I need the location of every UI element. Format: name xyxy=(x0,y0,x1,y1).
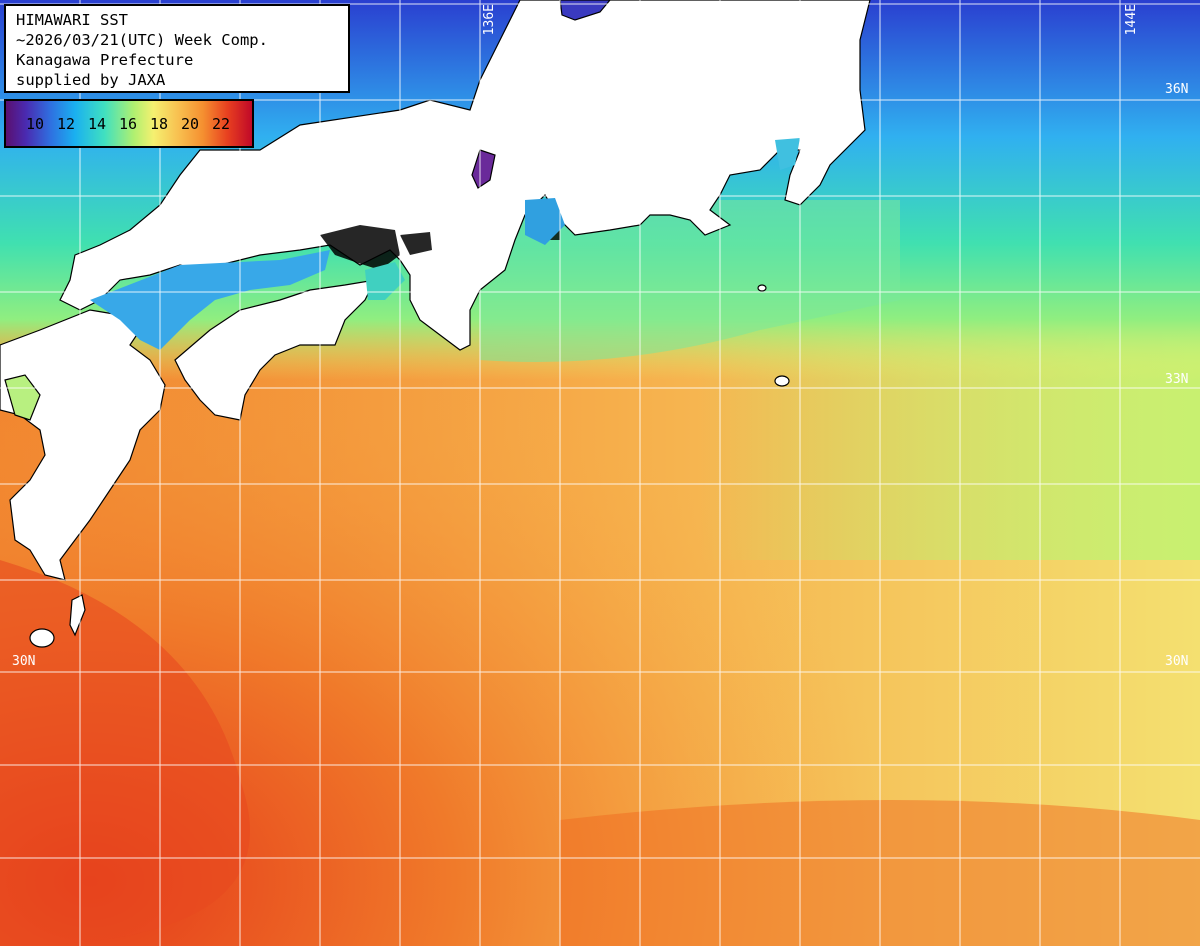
seto-inland-sea xyxy=(90,250,330,350)
legend-label-14: 14 xyxy=(88,115,107,133)
lat-label-30n-left: 30N xyxy=(12,654,36,669)
land-izu-1 xyxy=(757,284,767,292)
title-line-4: supplied by JAXA xyxy=(16,71,166,89)
ise-bay xyxy=(525,198,565,245)
lat-label-36n: 36N xyxy=(1165,82,1189,97)
legend-label-20: 20 xyxy=(181,115,200,133)
inland-sea-dark-2 xyxy=(400,232,432,255)
legend-label-16: 16 xyxy=(119,115,138,133)
lon-label-136e: 136E xyxy=(482,4,497,36)
title-line-3: Kanagawa Prefecture xyxy=(16,51,194,69)
lon-label-144e: 144E xyxy=(1124,4,1139,36)
color-scale-legend: 10 12 14 16 18 20 22 xyxy=(4,99,254,148)
osaka-bay xyxy=(365,262,405,300)
sea-cold-band xyxy=(480,200,900,362)
lat-label-33n: 33N xyxy=(1165,372,1189,387)
title-line-1: HIMAWARI SST xyxy=(16,11,128,29)
legend-label-22: 22 xyxy=(212,115,231,133)
land-kyushu-bay xyxy=(4,374,41,421)
legend-labels: 10 12 14 16 18 20 22 xyxy=(26,115,243,133)
lat-label-30n-right: 30N xyxy=(1165,654,1189,669)
legend-label-10: 10 xyxy=(26,115,45,133)
legend-label-18: 18 xyxy=(150,115,169,133)
title-box: HIMAWARI SST ~2026/03/21(UTC) Week Comp.… xyxy=(4,4,350,93)
inland-sea-water xyxy=(90,138,800,350)
title-line-2: ~2026/03/21(UTC) Week Comp. xyxy=(16,31,268,49)
legend-label-12: 12 xyxy=(57,115,76,133)
inland-sea-dark-1 xyxy=(320,225,400,270)
tokyo-bay xyxy=(775,138,800,170)
land-izu-2 xyxy=(774,375,790,387)
land-sado xyxy=(559,0,611,21)
land-awaji xyxy=(471,149,496,189)
land-tanegashima xyxy=(29,628,55,648)
land-shikoku xyxy=(174,279,377,421)
sea-kuroshio-band xyxy=(0,560,250,946)
land xyxy=(0,0,871,648)
